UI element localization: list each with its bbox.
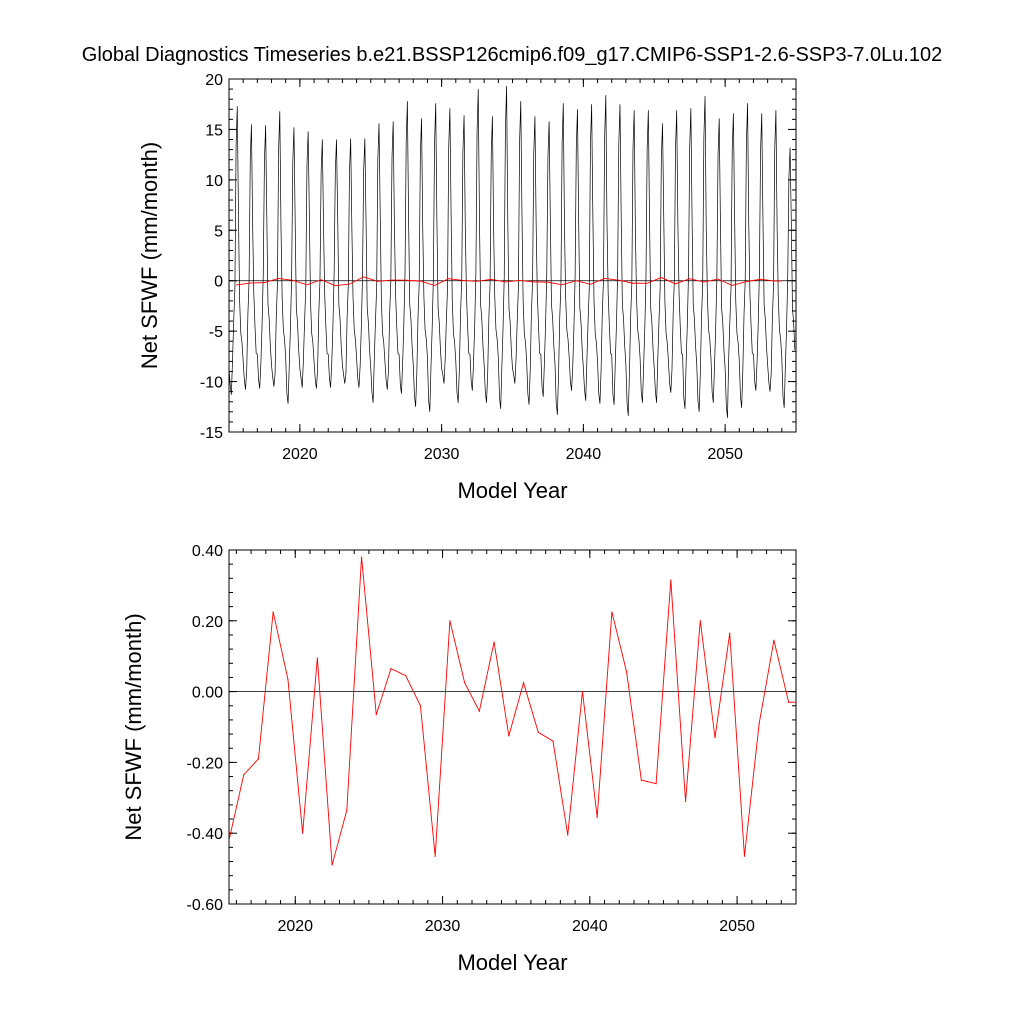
annual-mean-point xyxy=(567,834,569,836)
x-axis-label: Model Year xyxy=(457,478,567,503)
annual-mean-point xyxy=(684,800,687,802)
annual-mean-point xyxy=(795,701,796,703)
annual-mean-point xyxy=(360,556,363,558)
y-tick-label: 5 xyxy=(214,223,223,240)
x-tick-label: 2030 xyxy=(425,918,461,935)
x-tick-label: 2040 xyxy=(572,918,608,935)
y-tick-label: -0.60 xyxy=(187,897,224,914)
y-axis-label: Net SFWF (mm/month) xyxy=(121,613,146,840)
annual-mean-point xyxy=(537,731,539,733)
x-tick-label: 2030 xyxy=(424,446,460,463)
y-tick-label: -0.40 xyxy=(187,826,224,843)
annual-mean-point xyxy=(434,855,436,857)
monthly-series-line xyxy=(229,86,796,418)
y-tick-label: 0.20 xyxy=(192,614,223,631)
annual-mean-point xyxy=(522,682,525,684)
annual-mean-point xyxy=(464,682,466,684)
x-tick-label: 2050 xyxy=(707,446,743,463)
annual-mean-point xyxy=(626,671,628,673)
annual-mean-point xyxy=(419,705,422,707)
y-tick-label: -0.20 xyxy=(187,755,224,772)
annual-mean-point xyxy=(611,611,613,613)
annual-mean-point xyxy=(743,855,746,857)
x-tick-label: 2040 xyxy=(566,446,602,463)
annual-mean-point xyxy=(302,832,304,834)
annual-mean-point xyxy=(581,691,584,693)
y-tick-label: 20 xyxy=(205,72,223,89)
annual-mean-point xyxy=(714,737,716,739)
annual-mean-point xyxy=(478,710,480,712)
x-tick-label: 2050 xyxy=(719,918,755,935)
annual-mean-point xyxy=(508,735,510,737)
y-tick-label: 0 xyxy=(214,274,223,291)
y-tick-label: 0.40 xyxy=(192,543,223,560)
annual-mean-point xyxy=(552,740,554,742)
annual-mean-overlay-line xyxy=(236,276,782,287)
annual-mean-point xyxy=(729,632,731,634)
annual-mean-point xyxy=(331,864,333,866)
annual-mean-point xyxy=(405,675,407,677)
annual-mean-point xyxy=(640,779,642,781)
x-tick-label: 2020 xyxy=(282,446,318,463)
y-tick-label: 10 xyxy=(205,173,223,190)
chart-title: Global Diagnostics Timeseries b.e21.BSSP… xyxy=(81,44,943,66)
annual-mean-point xyxy=(788,701,790,703)
annual-mean-point xyxy=(655,783,657,785)
annual-mean-point xyxy=(272,611,274,613)
annual-mean-point xyxy=(375,714,377,716)
y-tick-label: -5 xyxy=(209,324,223,341)
plot-frame xyxy=(228,549,797,905)
y-axis-label: Net SFWF (mm/month) xyxy=(137,142,162,369)
y-tick-label: -10 xyxy=(200,375,223,392)
annual-mean-point xyxy=(596,816,598,818)
annual-mean-point xyxy=(287,678,289,680)
annual-mean-point xyxy=(243,774,245,776)
y-tick-label: -15 xyxy=(200,425,223,442)
annual-mean-point xyxy=(773,639,775,641)
annual-mean-point xyxy=(493,641,495,643)
y-tick-label: 0.00 xyxy=(192,685,223,702)
annual-mean-point xyxy=(670,579,672,581)
x-tick-label: 2020 xyxy=(277,918,313,935)
annual-mean-point xyxy=(390,667,392,670)
annual-mean-point xyxy=(346,809,348,811)
annual-mean-point xyxy=(449,620,451,622)
y-tick-label: 15 xyxy=(205,122,223,139)
x-axis-label: Model Year xyxy=(457,950,567,975)
annual-mean-point xyxy=(229,839,230,841)
annual-mean-point xyxy=(257,758,260,760)
annual-mean-point xyxy=(758,722,760,725)
annual-mean-panel: -0.60 -0.40 -0.20 0.00 0.20 0.40 2020 2030 2040 2… xyxy=(121,543,797,975)
plot-frame xyxy=(228,78,797,433)
annual-mean-point xyxy=(699,620,701,622)
annual-mean-series-line xyxy=(229,557,796,866)
annual-mean-point xyxy=(316,657,318,659)
